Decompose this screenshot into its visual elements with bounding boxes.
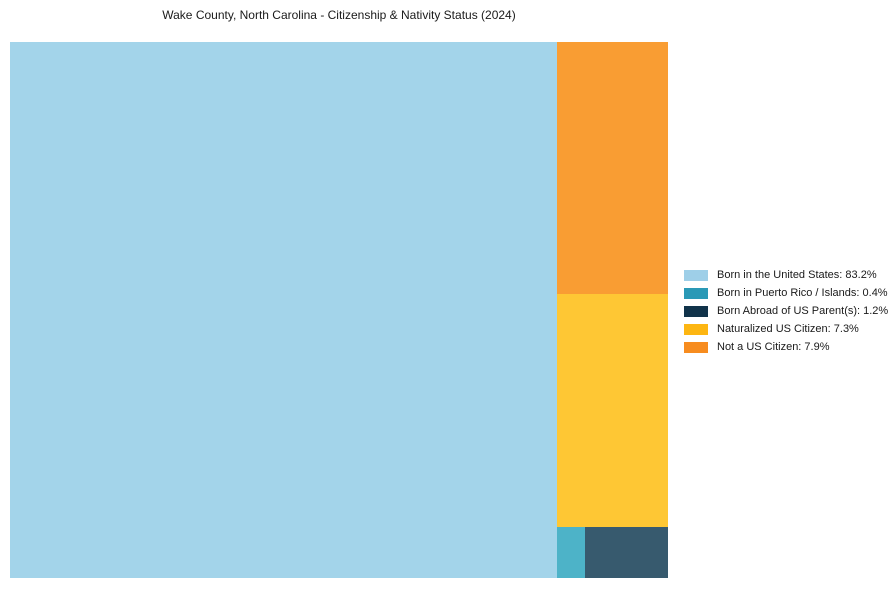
legend-swatch bbox=[684, 323, 708, 335]
legend-item: Naturalized US Citizen: 7.3% bbox=[684, 320, 888, 338]
treemap-block-not-a-us-citizen bbox=[557, 42, 668, 294]
legend-label: Born in the United States: 83.2% bbox=[717, 269, 877, 281]
treemap-block-born-in-the-united-states bbox=[10, 42, 557, 578]
legend: Born in the United States: 83.2% Born in … bbox=[684, 266, 888, 356]
legend-label: Naturalized US Citizen: 7.3% bbox=[717, 323, 859, 335]
legend-label: Born in Puerto Rico / Islands: 0.4% bbox=[717, 287, 888, 299]
legend-item: Born Abroad of US Parent(s): 1.2% bbox=[684, 302, 888, 320]
treemap bbox=[10, 42, 668, 578]
legend-swatch bbox=[684, 269, 708, 281]
treemap-block-naturalized-us-citizen bbox=[557, 294, 668, 527]
treemap-block-born-in-puerto-rico-islands bbox=[557, 527, 585, 578]
legend-label: Born Abroad of US Parent(s): 1.2% bbox=[717, 305, 889, 317]
legend-item: Born in the United States: 83.2% bbox=[684, 266, 888, 284]
legend-swatch bbox=[684, 341, 708, 353]
legend-item: Born in Puerto Rico / Islands: 0.4% bbox=[684, 284, 888, 302]
chart-title: Wake County, North Carolina - Citizenshi… bbox=[162, 8, 516, 22]
treemap-block-born-abroad-of-us-parents bbox=[585, 527, 668, 578]
legend-label: Not a US Citizen: 7.9% bbox=[717, 341, 830, 353]
legend-swatch bbox=[684, 287, 708, 299]
legend-item: Not a US Citizen: 7.9% bbox=[684, 338, 888, 356]
legend-swatch bbox=[684, 305, 708, 317]
